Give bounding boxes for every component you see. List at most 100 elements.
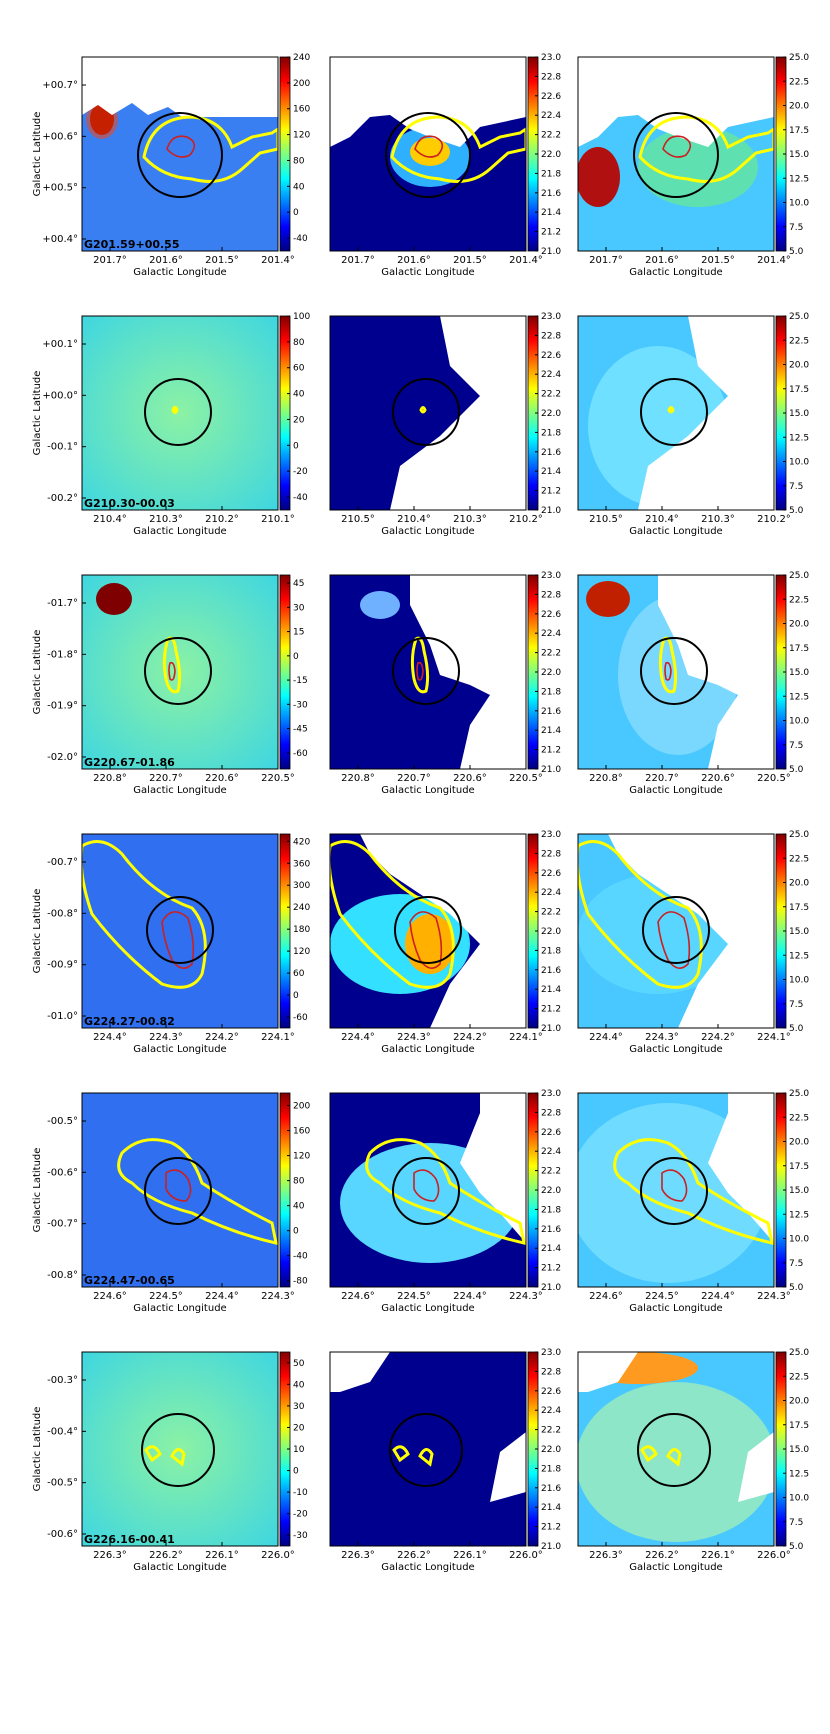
x-tick-label: 220.7° [397,773,431,784]
x-tick-label: 201.5° [701,255,735,266]
intensity-map-panel: 224.4° 224.3° 224.2° 224.1° Galactic Longitu… [32,833,310,1055]
colorbar-tick-label: 40 [293,1202,305,1212]
colorbar: 25.0 22.5 20.0 17.5 15.0 12.5 10.0 7.5 5.0 [775,1348,809,1552]
colorbar-tick-label: 15.0 [789,409,809,419]
colorbar-tick-label: 60 [293,364,305,374]
colorbar-tick-label: 21.8 [541,946,561,956]
colorbar-tick-label: 22.8 [541,590,561,600]
x-tick-label: 226.2° [397,1550,431,1561]
x-tick-label: 226.2° [645,1550,679,1561]
blank-region [578,57,774,147]
colorbar-tick-label: 17.5 [789,903,809,913]
colorbar-tick-label: -30 [293,700,308,710]
column-density-map-panel: 224.6° 224.5° 224.4° 224.3° Galactic Longitu… [329,1089,561,1314]
aperture-circle [640,378,708,446]
colorbar-tick-label: -45 [293,725,308,735]
source-label: G210.30-00.03 [84,497,175,510]
colorbar-tick-label: 15.0 [789,927,809,937]
colorbar-tick-label: 80 [293,156,305,166]
y-tick-label: -00.4° [47,1426,78,1437]
x-tick-label: 201.4° [757,255,791,266]
column-density-map-panel: 210.5° 210.4° 210.3° 210.2° Galactic Longitu… [329,312,561,537]
x-tick-label: 226.3° [341,1550,375,1561]
colorbar: 23.0 22.8 22.6 22.4 22.2 22.0 21.8 21.6 21.4 21.2… [527,1348,561,1552]
colorbar-tick-label: 22.2 [541,1426,561,1436]
x-tick-label: 224.6° [93,1291,127,1302]
colorbar-tick-label: 0 [293,441,299,451]
x-tick-label: 224.3° [509,1291,543,1302]
colorbar-gradient [279,574,291,770]
x-axis-label: Galactic Longitude [629,1044,722,1055]
y-axis-label: Galactic Latitude [32,1407,43,1492]
map-feature [578,147,620,207]
outer-contour [142,115,278,183]
inner-contour [416,661,424,681]
plot-frame [577,1351,775,1547]
colorbar-tick-label: 22.4 [541,1406,561,1416]
colorbar-tick-label: 22.0 [541,409,561,419]
aperture-circle [144,1157,212,1225]
colorbar-tick-label: 17.5 [789,1421,809,1431]
x-tick-label: 210.2° [757,514,791,525]
x-axis-label: Galactic Longitude [629,1562,722,1573]
temperature-map-panel: 220.8° 220.7° 220.6° 220.5° Galactic Longitu… [577,571,809,796]
plot-frame [577,1092,775,1288]
outer-contour [392,1445,434,1467]
x-tick-label: 220.8° [589,773,623,784]
colorbar: 25.0 22.5 20.0 17.5 15.0 12.5 10.0 7.5 5.0 [775,571,809,775]
y-axis-label: Galactic Latitude [32,371,43,456]
plot-frame [81,315,279,511]
blank-region [708,1093,774,1243]
outer-contour [410,636,430,694]
blank-region [330,1352,526,1502]
aperture-circle [392,637,460,705]
plot-frame [577,574,775,770]
inner-contour [413,1169,440,1202]
temperature-map-panel: 224.4° 224.3° 224.2° 224.1° Galactic Longitu… [577,830,809,1055]
colorbar-tick-label: 22.4 [541,888,561,898]
column-density-map-panel: 220.8° 220.7° 220.6° 220.5° Galactic Longitu… [329,571,561,796]
outer-contour [117,1138,278,1245]
colorbar-tick-label: 20 [293,1423,305,1433]
x-tick-label: 224.5° [397,1291,431,1302]
x-tick-label: 220.5° [509,773,543,784]
colorbar-tick-label: -40 [293,1252,308,1262]
colorbar: 23.0 22.8 22.6 22.4 22.2 22.0 21.8 21.6 21.4 21.2… [527,53,561,257]
colorbar-tick-label: 21.2 [541,1264,561,1274]
source-label: G226.16-00.41 [84,1533,175,1546]
x-tick-label: 220.8° [341,773,375,784]
x-tick-label: 226.3° [589,1550,623,1561]
blank-region [82,57,278,117]
x-axis-label: Galactic Longitude [629,267,722,278]
plot-frame [81,574,279,770]
colorbar-tick-label: 22.6 [541,351,561,361]
x-tick-label: 210.1° [261,514,295,525]
outer-contour [82,840,207,989]
inner-contour [166,135,196,158]
colorbar-tick-label: 21.2 [541,1523,561,1533]
x-tick-label: 224.4° [589,1032,623,1043]
x-axis-label: Galactic Longitude [381,267,474,278]
plot-frame [329,1092,527,1288]
colorbar-tick-label: 25.0 [789,571,809,581]
x-tick-label: 224.6° [341,1291,375,1302]
colorbar: 100 80 60 40 20 0 -20 -40 [279,312,310,511]
colorbar-tick-label: 22.0 [541,927,561,937]
map-background [82,316,278,510]
colorbar-gradient [279,1092,291,1288]
colorbar-tick-label: 21.2 [541,228,561,238]
x-axis-label: Galactic Longitude [133,1303,226,1314]
source-label: G224.47-00.65 [84,1274,175,1287]
x-tick-label: 220.8° [93,773,127,784]
y-tick-label: +00.6° [42,131,78,142]
colorbar-tick-label: 21.6 [541,448,561,458]
y-tick-label: +00.5° [42,183,78,194]
colorbar-tick-label: 5.0 [789,247,804,257]
colorbar-tick-label: 12.5 [789,1210,809,1220]
inner-contour [409,911,443,969]
colorbar: 25.0 22.5 20.0 17.5 15.0 12.5 10.0 7.5 5.0 [775,53,809,257]
colorbar-tick-label: 12.5 [789,433,809,443]
x-tick-label: 226.2° [149,1550,183,1561]
colorbar-tick-label: 17.5 [789,126,809,136]
colorbar-tick-label: 22.5 [789,1372,809,1382]
